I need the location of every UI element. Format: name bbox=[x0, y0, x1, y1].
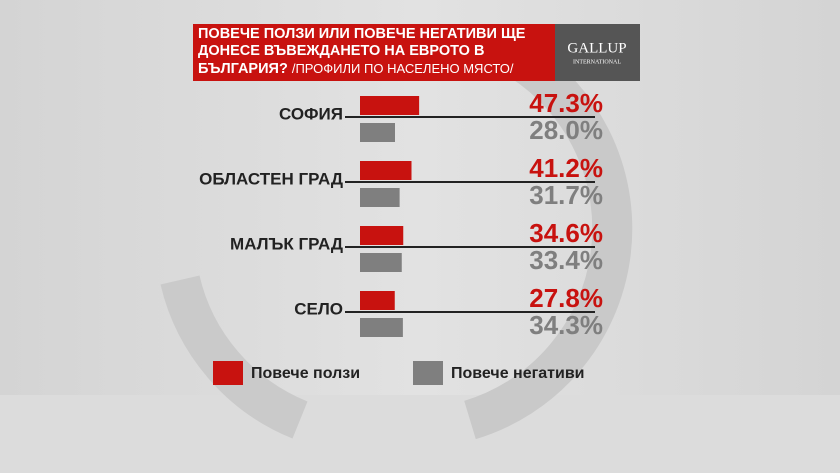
category-label: СЕЛО bbox=[294, 299, 343, 318]
logo-box bbox=[555, 24, 640, 81]
logo-sub: INTERNATIONAL bbox=[573, 59, 621, 65]
decor-arc bbox=[464, 43, 633, 440]
legend-swatch bbox=[413, 361, 443, 385]
value-label: 34.3% bbox=[529, 310, 603, 340]
bar bbox=[360, 161, 412, 180]
category-label: СОФИЯ bbox=[279, 104, 343, 123]
title-box bbox=[193, 24, 555, 81]
logo-name: GALLUP bbox=[567, 40, 626, 56]
floor bbox=[0, 395, 840, 473]
bar bbox=[360, 188, 400, 207]
chart-subtitle: /ПРОФИЛИ ПО НАСЕЛЕНО МЯСТО/ bbox=[291, 61, 514, 76]
value-label: 31.7% bbox=[529, 180, 603, 210]
bar bbox=[360, 96, 420, 115]
category-label: МАЛЪК ГРАД bbox=[230, 234, 343, 253]
title-block: ПОВЕЧЕ ПОЛЗИ ИЛИ ПОВЕЧЕ НЕГАТИВИ ЩЕ ДОНЕ… bbox=[198, 26, 553, 78]
value-label: 33.4% bbox=[529, 245, 603, 275]
value-label: 41.2% bbox=[529, 153, 603, 183]
value-label: 34.6% bbox=[529, 218, 603, 248]
bar bbox=[360, 291, 395, 310]
legend-label: Повече ползи bbox=[251, 365, 360, 382]
bar bbox=[360, 318, 403, 337]
category-label: ОБЛАСТЕН ГРАД bbox=[199, 169, 343, 188]
chart-title: ПОВЕЧЕ ПОЛЗИ ИЛИ ПОВЕЧЕ НЕГАТИВИ ЩЕ ДОНЕ… bbox=[198, 26, 526, 77]
value-label: 47.3% bbox=[529, 88, 603, 118]
bar bbox=[360, 253, 402, 272]
value-label: 28.0% bbox=[529, 115, 603, 145]
value-label: 27.8% bbox=[529, 283, 603, 313]
legend-swatch bbox=[213, 361, 243, 385]
title-wrap: ПОВЕЧЕ ПОЛЗИ ИЛИ ПОВЕЧЕ НЕГАТИВИ ЩЕ ДОНЕ… bbox=[198, 26, 553, 78]
bar bbox=[360, 123, 395, 142]
legend-label: Повече негативи bbox=[451, 365, 585, 382]
bar bbox=[360, 226, 404, 245]
